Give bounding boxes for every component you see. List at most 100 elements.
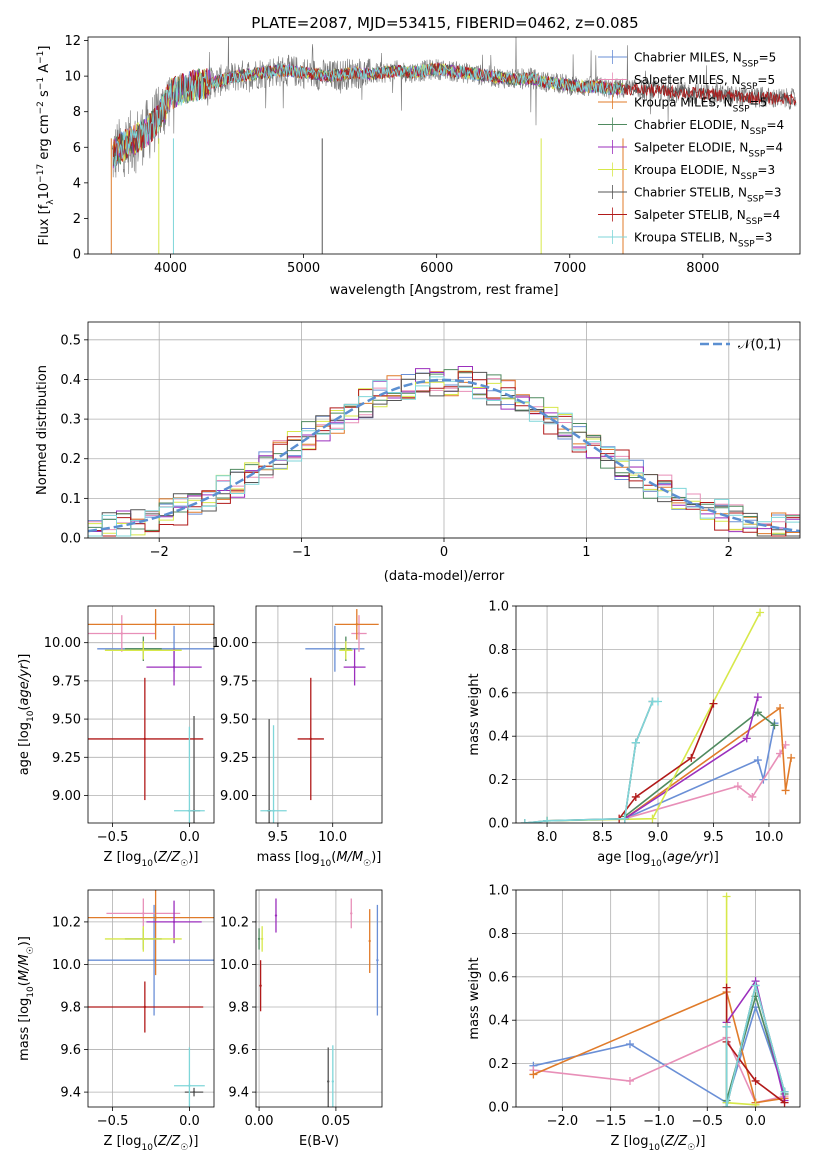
y-tick-label: 9.50 [52, 713, 81, 728]
y-tick-label: 0.0 [488, 817, 509, 832]
data-point [331, 1080, 335, 1083]
data-point [142, 649, 145, 652]
legend-entry-1: Salpeter MILES, NSSP=5 [634, 73, 775, 92]
data-point [309, 737, 312, 741]
y-tick-label: 1.0 [488, 884, 509, 899]
plot-area [260, 609, 379, 823]
x-tick-label: 0 [440, 545, 448, 560]
data-point [333, 647, 337, 650]
data-point [152, 959, 156, 962]
y-tick-label: 0.2 [60, 452, 81, 467]
data-point [259, 984, 262, 987]
mass-weight-line [624, 723, 776, 820]
plus-marker [631, 738, 640, 747]
y-tick-label: 9.6 [228, 1043, 249, 1058]
x-tick-label: 9.0 [648, 830, 669, 845]
plot-area [88, 890, 214, 1107]
y-tick-label: 10.2 [52, 915, 81, 930]
mass-weight-line [524, 700, 658, 823]
plus-marker [748, 792, 757, 801]
legend-entry-8: Kroupa STELIB, NSSP=3 [634, 231, 772, 250]
y-axis-label: mass weight [467, 957, 482, 1039]
y-tick-label: 10.00 [44, 636, 81, 651]
y-axis-label: Normed distribution [35, 365, 50, 495]
x-tick-label: 10.0 [754, 830, 783, 845]
y-tick-label: 0.0 [60, 532, 81, 547]
plot-area [520, 608, 796, 823]
x-tick-label: 8000 [686, 261, 719, 276]
x-axis-label: (data-model)/error [384, 569, 505, 584]
x-tick-label: −0.5 [691, 1114, 723, 1129]
y-tick-label: 6 [73, 141, 81, 156]
x-tick-label: 2 [725, 545, 733, 560]
plus-marker [756, 608, 765, 617]
x-tick-label: −1.0 [643, 1114, 675, 1129]
y-tick-label: 9.00 [52, 789, 81, 804]
y-tick-label: 0.4 [60, 373, 81, 388]
data-point [154, 623, 157, 626]
y-tick-label: 0.4 [488, 1014, 509, 1029]
x-tick-label: 0.0 [179, 830, 200, 845]
plus-marker [648, 814, 657, 823]
x-tick-label: 0.0 [745, 1114, 766, 1129]
y-axis-label: mass weight [467, 673, 482, 755]
x-axis-label: Z [log10(Z/Z☉)] [104, 850, 199, 869]
y-tick-label: 9.25 [52, 751, 81, 766]
x-tick-label: −0.5 [97, 1114, 129, 1129]
data-point [188, 809, 191, 812]
y-tick-label: 1.0 [488, 600, 509, 615]
x-tick-label: 0.05 [321, 1114, 350, 1129]
legend-entry-7: Salpeter STELIB, NSSP=4 [634, 208, 780, 227]
plus-marker [625, 1076, 634, 1085]
y-tick-label: 8 [73, 105, 81, 120]
data-point [272, 809, 275, 812]
plus-marker [654, 697, 662, 706]
x-axis-label: wavelength [Angstrom, rest frame] [330, 283, 559, 298]
y-tick-label: 0.5 [60, 333, 81, 348]
panel-spectrum: 4000 5000 6000 7000 8000 0 2 4 6 8 10 12 wavelength … [36, 34, 801, 298]
data-point [154, 916, 157, 919]
plus-marker [751, 981, 760, 990]
y-tick-label: 9.8 [228, 1001, 249, 1016]
y-tick-label: 12 [64, 34, 81, 49]
y-tick-label: 0.0 [488, 1101, 509, 1116]
plus-marker [787, 753, 796, 762]
x-tick-label: 1 [582, 545, 590, 560]
plus-marker [733, 782, 742, 791]
mass-weight-line [618, 703, 715, 820]
legend-entry-4: Salpeter ELODIE, NSSP=4 [634, 141, 783, 160]
panel-mass_vs_EBV: 0.00 0.05 9.4 9.6 9.8 10.0 10.2 E(B-V) [220, 889, 383, 1149]
data-point [344, 649, 348, 652]
y-axis-label: age [log10(age/yr)] [17, 654, 36, 776]
model-spectrum [112, 63, 624, 169]
x-tick-label: 8.5 [592, 830, 613, 845]
y-tick-label: 10.0 [52, 958, 81, 973]
plot-area [88, 609, 214, 823]
axes-frame [255, 889, 383, 1108]
y-tick-label: 0.4 [488, 730, 509, 745]
x-tick-label: 5000 [287, 261, 320, 276]
y-tick-label: 9.4 [228, 1086, 249, 1101]
x-tick-label: −0.5 [97, 830, 129, 845]
x-tick-label: 0.0 [179, 1114, 200, 1129]
y-tick-label: 9.6 [60, 1043, 81, 1058]
plus-marker [751, 1076, 760, 1085]
plus-marker [780, 1087, 789, 1096]
y-tick-label: 0.6 [488, 686, 509, 701]
model-spectrum [112, 62, 797, 163]
axes-frame [255, 605, 383, 824]
axes-frame [515, 605, 801, 824]
plus-marker [520, 819, 529, 823]
y-tick-label: 9.00 [220, 789, 249, 804]
y-tick-label: 0.1 [60, 492, 81, 507]
plus-marker [742, 734, 751, 743]
axes-frame [515, 889, 801, 1108]
plus-marker [722, 983, 731, 992]
plus-marker [543, 816, 552, 823]
panel-mass_weight_vs_Z: −2.0 −1.5 −1.0 −0.5 0.0 0.0 0.2 0.4 0.6 0.8 1.0 Z [… [467, 884, 801, 1153]
x-tick-label: 6000 [420, 261, 453, 276]
plus-marker [751, 1100, 760, 1107]
x-tick-label: −2 [150, 545, 169, 560]
plot-area [529, 892, 789, 1107]
